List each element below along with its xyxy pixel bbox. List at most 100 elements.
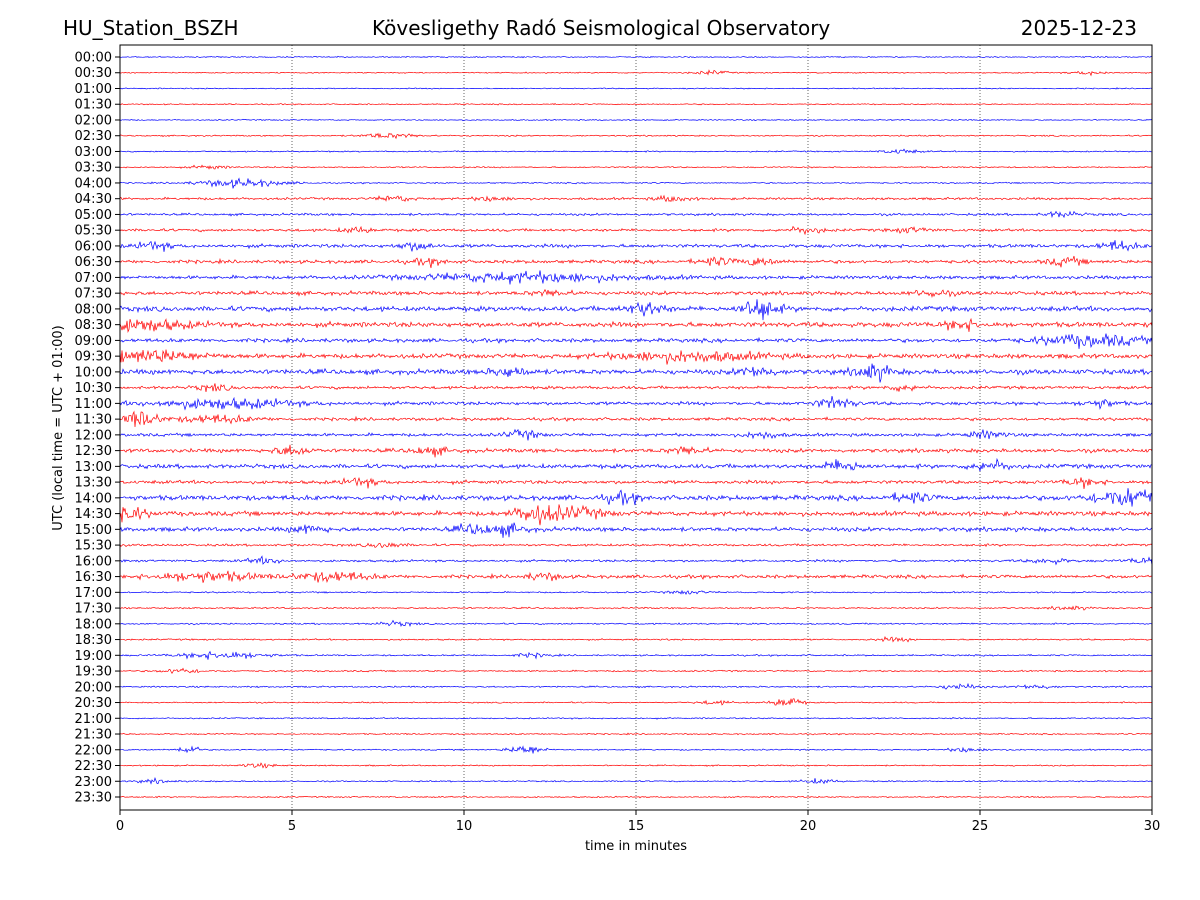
trace-0230 bbox=[119, 132, 1153, 140]
trace-1730 bbox=[120, 605, 1153, 611]
x-axis-label: time in minutes bbox=[585, 839, 687, 854]
y-tick-label: 17:00 bbox=[75, 586, 112, 601]
station-name: HU_Station_BSZH bbox=[63, 16, 239, 40]
trace-1130 bbox=[119, 410, 1153, 428]
y-axis-label: UTC (local time = UTC + 01:00) bbox=[51, 325, 66, 530]
y-tick-label: 23:00 bbox=[75, 775, 112, 790]
trace-1900 bbox=[119, 650, 1153, 660]
trace-2000 bbox=[119, 682, 1153, 690]
trace-0200 bbox=[119, 118, 1153, 122]
trace-1230 bbox=[119, 444, 1153, 458]
trace-2300 bbox=[119, 776, 1153, 785]
trace-1430 bbox=[119, 504, 1153, 526]
trace-1600 bbox=[119, 555, 1153, 566]
y-tick-label: 15:30 bbox=[75, 539, 112, 554]
y-tick-label: 09:30 bbox=[75, 350, 112, 365]
x-tick-label: 0 bbox=[116, 819, 124, 834]
trace-0600 bbox=[119, 240, 1153, 252]
y-tick-label: 01:30 bbox=[75, 98, 112, 113]
trace-0000 bbox=[119, 55, 1153, 59]
y-tick-label: 07:30 bbox=[75, 287, 112, 302]
trace-0730 bbox=[119, 288, 1153, 298]
trace-1830 bbox=[119, 636, 1153, 643]
trace-0300 bbox=[119, 148, 1153, 154]
trace-1400 bbox=[119, 488, 1153, 507]
trace-0030 bbox=[119, 69, 1153, 77]
trace-0530 bbox=[119, 225, 1153, 236]
y-tick-label: 22:30 bbox=[75, 759, 112, 774]
trace-1800 bbox=[120, 619, 1153, 628]
trace-0800 bbox=[119, 299, 1153, 321]
y-tick-label: 00:30 bbox=[75, 66, 112, 81]
trace-0700 bbox=[119, 270, 1153, 285]
trace-2330 bbox=[119, 795, 1153, 799]
y-tick-label: 12:00 bbox=[75, 428, 112, 443]
y-tick-label: 22:00 bbox=[75, 743, 112, 758]
y-tick-label: 17:30 bbox=[75, 602, 112, 617]
y-tick-label: 05:30 bbox=[75, 224, 112, 239]
trace-1300 bbox=[119, 457, 1153, 472]
y-tick-label: 10:30 bbox=[75, 381, 112, 396]
trace-2130 bbox=[119, 732, 1153, 736]
trace-0900 bbox=[120, 333, 1153, 349]
x-tick-label: 10 bbox=[456, 819, 473, 834]
x-tick-label: 30 bbox=[1144, 819, 1161, 834]
x-tick-label: 5 bbox=[288, 819, 296, 834]
y-tick-label: 04:00 bbox=[75, 176, 112, 191]
y-tick-label: 19:00 bbox=[75, 649, 112, 664]
y-tick-label: 13:00 bbox=[75, 460, 112, 475]
y-tick-label: 14:30 bbox=[75, 507, 112, 522]
trace-1030 bbox=[119, 383, 1153, 393]
y-tick-label: 20:30 bbox=[75, 696, 112, 711]
trace-2230 bbox=[119, 762, 1153, 769]
trace-1700 bbox=[119, 589, 1153, 596]
y-tick-label: 06:00 bbox=[75, 239, 112, 254]
y-tick-label: 15:00 bbox=[75, 523, 112, 538]
y-tick-label: 07:00 bbox=[75, 271, 112, 286]
y-tick-label: 18:00 bbox=[75, 617, 112, 632]
y-tick-label: 12:30 bbox=[75, 444, 112, 459]
trace-1000 bbox=[119, 363, 1153, 383]
trace-1200 bbox=[119, 428, 1153, 441]
x-tick-label: 25 bbox=[972, 819, 989, 834]
y-tick-label: 16:30 bbox=[75, 570, 112, 585]
y-tick-label: 01:00 bbox=[75, 82, 112, 97]
trace-0630 bbox=[119, 255, 1153, 269]
y-tick-label: 09:00 bbox=[75, 334, 112, 349]
y-tick-label: 21:00 bbox=[75, 712, 112, 727]
y-tick-label: 11:30 bbox=[75, 413, 112, 428]
chart-title: Kövesligethy Radó Seismological Observat… bbox=[372, 16, 831, 40]
y-tick-label: 05:00 bbox=[75, 208, 112, 223]
trace-1630 bbox=[119, 570, 1153, 584]
y-tick-label: 03:30 bbox=[75, 161, 112, 176]
y-tick-label: 18:30 bbox=[75, 633, 112, 648]
y-tick-label: 14:00 bbox=[75, 491, 112, 506]
trace-2100 bbox=[119, 716, 1153, 720]
trace-0930 bbox=[119, 349, 1153, 365]
y-tick-label: 11:00 bbox=[75, 397, 112, 412]
y-tick-label: 00:00 bbox=[75, 51, 112, 66]
trace-0500 bbox=[119, 210, 1153, 219]
y-tick-label: 02:00 bbox=[75, 113, 112, 128]
y-tick-label: 03:00 bbox=[75, 145, 112, 160]
y-tick-label: 19:30 bbox=[75, 665, 112, 680]
y-tick-label: 23:30 bbox=[75, 791, 112, 806]
y-tick-label: 08:30 bbox=[75, 318, 112, 333]
trace-2030 bbox=[119, 698, 1153, 706]
trace-1100 bbox=[119, 396, 1153, 411]
x-tick-label: 15 bbox=[628, 819, 645, 834]
y-tick-label: 04:30 bbox=[75, 192, 112, 207]
y-tick-label: 20:00 bbox=[75, 680, 112, 695]
trace-2200 bbox=[119, 745, 1153, 754]
chart-date: 2025-12-23 bbox=[1020, 16, 1137, 40]
trace-0430 bbox=[119, 194, 1153, 203]
trace-1530 bbox=[119, 542, 1153, 549]
y-tick-label: 21:30 bbox=[75, 728, 112, 743]
y-tick-label: 10:00 bbox=[75, 365, 112, 380]
x-tick-label: 20 bbox=[800, 819, 817, 834]
trace-0330 bbox=[119, 164, 1153, 170]
trace-0400 bbox=[119, 177, 1153, 189]
trace-1500 bbox=[119, 522, 1153, 538]
trace-0130 bbox=[119, 103, 1153, 106]
